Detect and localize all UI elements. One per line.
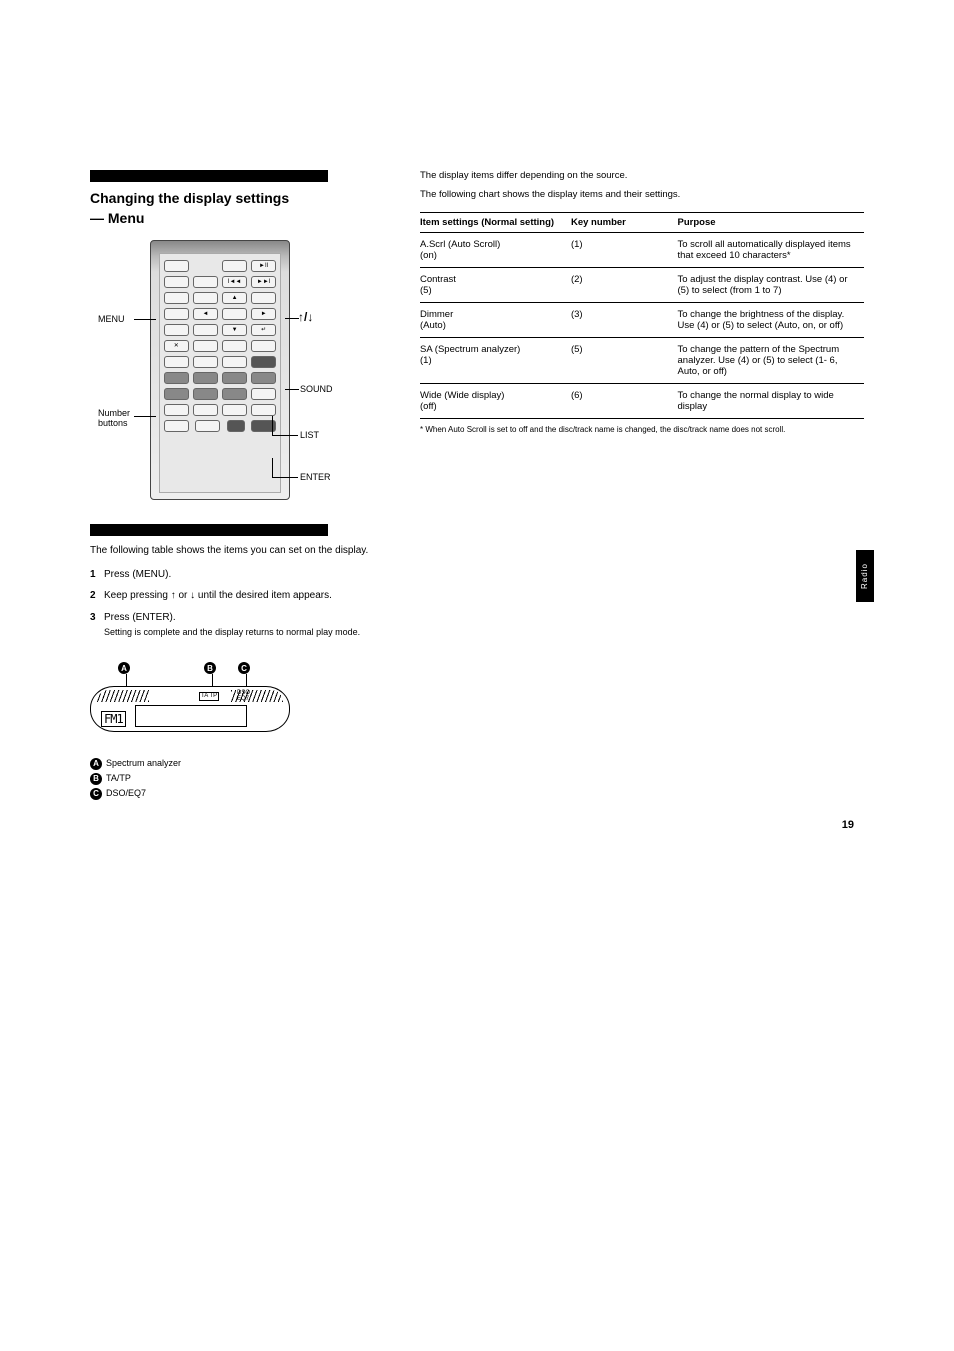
- step-3-detail: Setting is complete and the display retu…: [104, 626, 380, 638]
- settings-table: Item settings (Normal setting) Key numbe…: [420, 212, 864, 419]
- table-row: A.Scrl (Auto Scroll)(on) (1) To scroll a…: [420, 232, 864, 267]
- section-rule-2: [90, 524, 328, 536]
- remote-label-menu: MENU: [98, 314, 125, 324]
- step-3: 3 Press (ENTER).: [90, 611, 380, 625]
- remote-label-number-2: buttons: [98, 418, 128, 428]
- table-header-3: Purpose: [678, 212, 865, 232]
- table-row: Contrast(5) (2) To adjust the display co…: [420, 267, 864, 302]
- marker-c-badge: C: [238, 662, 250, 674]
- right-head: The display items differ depending on th…: [420, 170, 864, 183]
- step-2: 2 Keep pressing ↑ or ↓ until the desired…: [90, 589, 380, 603]
- remote-label-sound: SOUND: [300, 384, 333, 394]
- table-row: Dimmer(Auto) (3) To change the brightnes…: [420, 302, 864, 337]
- remote-label-updown: ↑/↓: [298, 310, 313, 324]
- table-header-1: Item settings (Normal setting): [420, 212, 571, 232]
- display-unit-illustration: A B C TA TP DSO EQ7 FM1: [90, 662, 310, 746]
- unit-key-c: CDSO/EQ7: [90, 786, 380, 801]
- remote-label-enter: ENTER: [300, 472, 331, 482]
- table-row: SA (Spectrum analyzer)(1) (5) To change …: [420, 337, 864, 383]
- section-rule-1: [90, 170, 328, 182]
- marker-a-badge: A: [118, 662, 130, 674]
- table-row: Wide (Wide display)(off) (6) To change t…: [420, 383, 864, 418]
- table-header-row: Item settings (Normal setting) Key numbe…: [420, 212, 864, 232]
- right-note: The following chart shows the display it…: [420, 189, 864, 202]
- table-header-2: Key number: [571, 212, 678, 232]
- step-1: 1 Press (MENU).: [90, 568, 380, 582]
- page-number: 19: [842, 819, 854, 831]
- remote-label-list: LIST: [300, 430, 319, 440]
- unit-eq7-label: EQ7: [237, 696, 249, 702]
- section-title-1: Changing the display settings: [90, 190, 380, 206]
- remote-label-number-1: Number: [98, 408, 130, 418]
- table-footnote: * When Auto Scroll is set to off and the…: [420, 425, 864, 435]
- remote-illustration: ►II I◄◄►►I ▲ ◄► ▼↵ ✕ MENU: [140, 240, 380, 510]
- unit-fm-label: FM1: [101, 711, 126, 727]
- marker-b-badge: B: [204, 662, 216, 674]
- section-intro: The following table shows the items you …: [90, 544, 380, 558]
- unit-ta-tp-box: TA TP: [199, 692, 219, 701]
- section-subtitle-1: — Menu: [90, 210, 380, 226]
- unit-key-a: ASpectrum analyzer: [90, 756, 380, 771]
- side-tab: Radio: [856, 550, 874, 602]
- unit-key-b: BTA/TP: [90, 771, 380, 786]
